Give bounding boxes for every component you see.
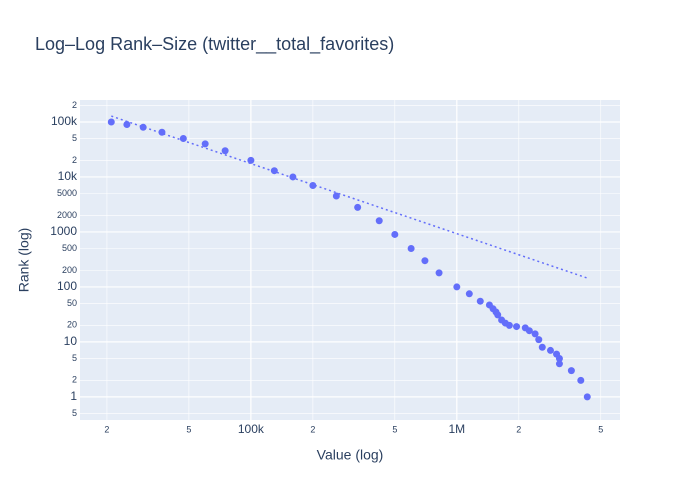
y-tick-label: 2 <box>72 375 77 385</box>
data-point <box>453 283 461 291</box>
data-point <box>494 311 502 319</box>
data-point <box>555 354 563 362</box>
data-point <box>332 192 340 200</box>
y-tick-label: 20 <box>67 320 77 330</box>
data-point <box>546 346 554 354</box>
data-point <box>505 321 513 329</box>
y-axis-title: Rank (log) <box>16 228 32 293</box>
data-point <box>375 217 383 225</box>
data-point <box>221 147 229 155</box>
data-point <box>535 336 543 344</box>
trend-line <box>111 115 588 279</box>
data-point <box>567 367 575 375</box>
data-point <box>555 360 563 368</box>
y-tick-label: 50 <box>67 298 77 308</box>
x-axis-title: Value (log) <box>317 447 384 463</box>
data-point <box>354 203 362 211</box>
x-tick-label: 2 <box>104 424 109 434</box>
x-tick-label: 5 <box>186 424 191 434</box>
data-point <box>513 323 521 331</box>
y-tick-label: 1000 <box>50 224 77 238</box>
data-point <box>531 330 539 338</box>
data-point <box>179 135 187 143</box>
data-point <box>421 257 429 265</box>
y-tick-label: 200 <box>62 265 77 275</box>
y-tick-label: 2000 <box>57 210 77 220</box>
y-tick-label: 100 <box>57 279 77 293</box>
chart-title: Log–Log Rank–Size (twitter__total_favori… <box>35 34 394 55</box>
data-point <box>435 269 443 277</box>
x-tick-label: 2 <box>310 424 315 434</box>
y-tick-label: 5 <box>72 353 77 363</box>
y-tick-label: 500 <box>62 243 77 253</box>
data-point <box>577 376 585 384</box>
x-tick-label: 5 <box>598 424 603 434</box>
y-tick-label: 5000 <box>57 188 77 198</box>
y-tick-label: 2 <box>72 155 77 165</box>
y-tick-label: 10 <box>64 334 78 348</box>
x-tick-label: 5 <box>392 424 397 434</box>
data-point <box>107 118 115 126</box>
data-point <box>583 393 591 401</box>
plot-area <box>80 100 620 420</box>
y-tick-label: 1 <box>70 389 77 403</box>
data-point <box>407 244 415 252</box>
data-point <box>270 167 278 175</box>
y-tick-label: 5 <box>72 133 77 143</box>
y-tick-label: 10k <box>58 169 78 183</box>
x-tick-label: 2 <box>516 424 521 434</box>
data-point <box>538 343 546 351</box>
y-tick-label: 2 <box>72 100 77 110</box>
x-tick-label: 100k <box>238 422 265 436</box>
y-tick-label: 100k <box>51 114 78 128</box>
data-point <box>391 230 399 238</box>
data-point <box>123 120 131 128</box>
data-point <box>289 173 297 181</box>
y-tick-label: 5 <box>72 408 77 418</box>
data-point <box>201 140 209 148</box>
data-point <box>476 297 484 305</box>
data-point <box>525 327 533 335</box>
data-point <box>247 156 255 164</box>
x-tick-label: 1M <box>448 422 465 436</box>
data-point <box>465 290 473 298</box>
